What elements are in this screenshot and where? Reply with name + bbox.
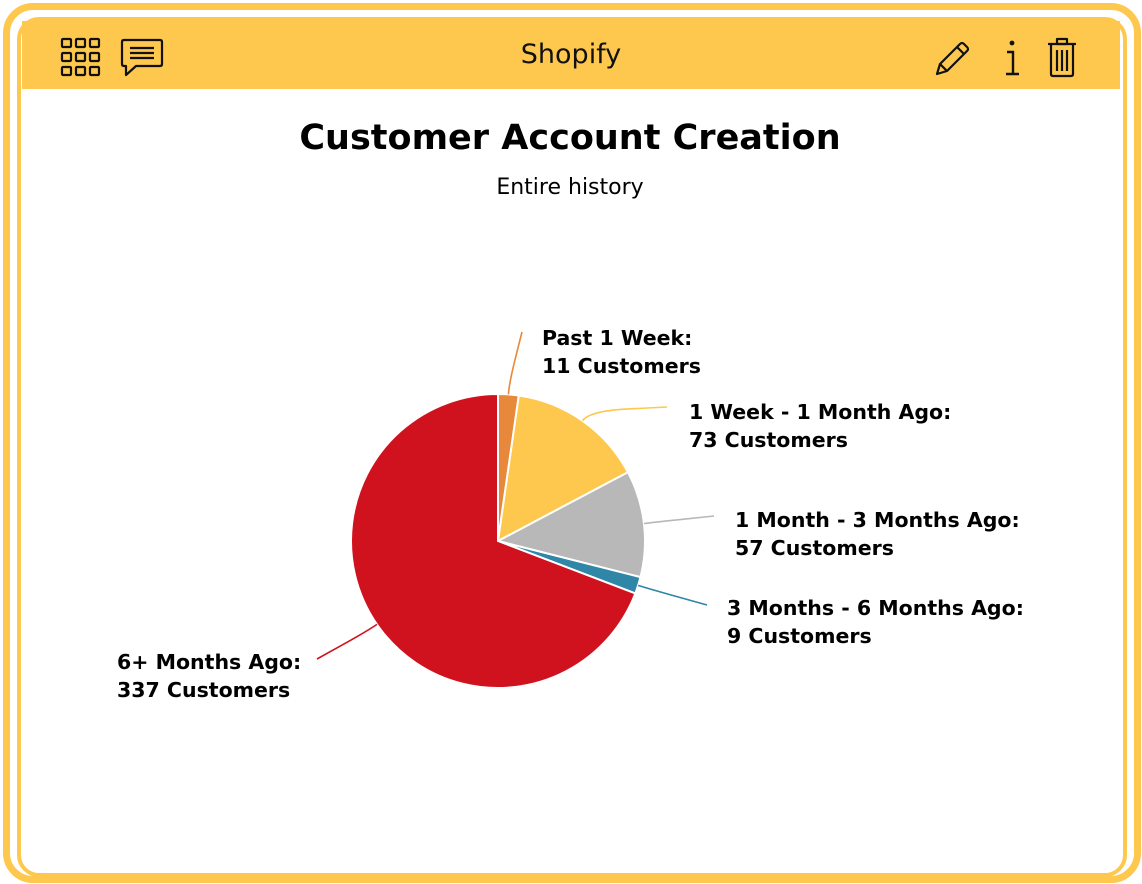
- chart-title: Customer Account Creation: [299, 118, 840, 158]
- toolbar: Shopify: [22, 21, 1120, 89]
- slice-label-name: 1 Month - 3 Months Ago:: [735, 508, 1020, 532]
- label-connector: [316, 623, 378, 660]
- comment-icon[interactable]: [120, 37, 164, 83]
- pencil-icon[interactable]: [932, 39, 972, 83]
- slice-label-value: 9 Customers: [727, 624, 872, 648]
- slice-label-name: Past 1 Week:: [542, 326, 692, 350]
- toolbar-title: Shopify: [520, 39, 622, 70]
- slice-label-value: 337 Customers: [117, 678, 290, 702]
- slice-label-value: 57 Customers: [735, 536, 894, 560]
- label-connectors: [316, 331, 715, 660]
- slice-label-name: 1 Week - 1 Month Ago:: [689, 400, 951, 424]
- label-connector: [637, 584, 708, 606]
- trash-icon[interactable]: [1046, 37, 1078, 83]
- slice-label-value: 73 Customers: [689, 428, 848, 452]
- pie-slice[interactable]: [350, 392, 637, 689]
- info-icon[interactable]: [1000, 39, 1024, 83]
- slice-label-name: 6+ Months Ago:: [117, 650, 301, 674]
- label-connector: [507, 331, 523, 395]
- pie-slice[interactable]: [495, 470, 646, 579]
- pie-slices: [350, 392, 646, 689]
- slice-label-name: 3 Months - 6 Months Ago:: [727, 596, 1024, 620]
- slice-label-value: 11 Customers: [542, 354, 701, 378]
- label-connector: [581, 406, 668, 422]
- label-connector: [643, 515, 715, 525]
- pie-slice[interactable]: [496, 394, 630, 543]
- slice-labels: Past 1 Week: 11 Customers 1 Week - 1 Month…: [117, 326, 1024, 702]
- chart-subtitle: Entire history: [496, 175, 643, 200]
- grid-icon[interactable]: [60, 37, 102, 83]
